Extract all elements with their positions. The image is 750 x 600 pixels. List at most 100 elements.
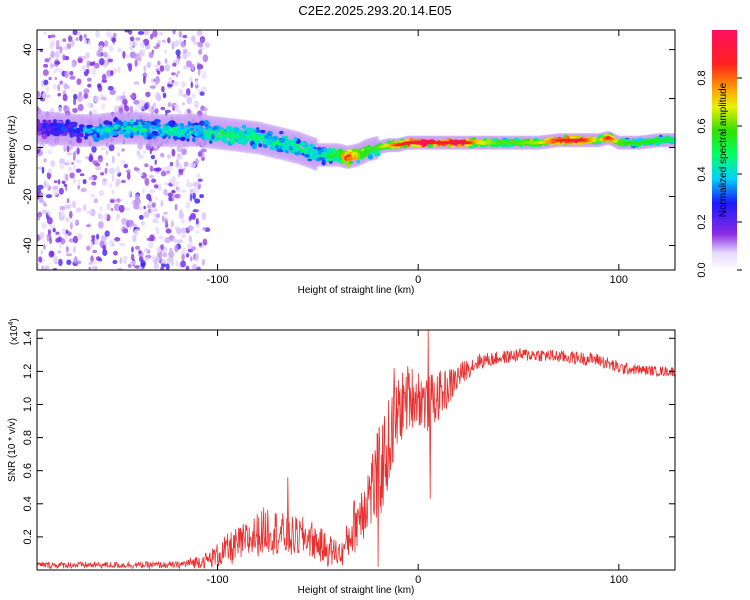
noise-speckle [161, 258, 166, 265]
noise-speckle [116, 213, 120, 220]
noise-speckle [142, 76, 146, 84]
noise-speckle [43, 203, 48, 207]
noise-speckle [59, 80, 63, 85]
noise-speckle [186, 96, 193, 105]
noise-speckle [174, 193, 181, 199]
noise-speckle [129, 105, 134, 114]
noise-speckle [92, 108, 98, 116]
noise-speckle [195, 230, 200, 234]
noise-speckle [104, 230, 110, 237]
noise-speckle [155, 213, 161, 219]
ridge-cell [409, 143, 417, 147]
ridge-cell [142, 131, 147, 138]
noise-speckle [57, 250, 62, 254]
spectrogram-panel: -100 0 100 -40 -20 0 20 40 Height of straight l… [7, 29, 676, 296]
noise-speckle [68, 203, 72, 209]
noise-speckle [129, 260, 136, 266]
noise-speckle [72, 108, 78, 113]
noise-speckle [55, 39, 60, 48]
noise-speckle [68, 35, 72, 42]
noise-speckle [121, 148, 125, 152]
ridge-cell [269, 145, 276, 150]
noise-speckle [62, 227, 66, 233]
noise-speckle [177, 173, 181, 177]
noise-speckle [196, 173, 201, 179]
noise-speckle [180, 81, 187, 88]
spectrogram-frame [36, 29, 676, 271]
spectrogram-xlabel: Height of straight line (km) [298, 285, 415, 296]
noise-speckle [59, 205, 66, 211]
noise-speckle [181, 233, 186, 239]
spectrogram-xtick-label: -100 [207, 274, 229, 286]
noise-speckle [140, 41, 145, 49]
noise-speckle [164, 236, 171, 244]
noise-speckle [45, 85, 49, 93]
noise-speckle [65, 229, 69, 234]
noise-speckle [181, 253, 185, 261]
ridge-cell [151, 125, 157, 130]
noise-speckle [178, 212, 185, 220]
ridge-cell [193, 132, 199, 137]
noise-speckle [143, 211, 150, 219]
noise-speckle [82, 179, 87, 185]
ridge-cell [240, 139, 248, 145]
ridge-cell [153, 119, 161, 124]
noise-speckle [197, 68, 201, 76]
noise-speckle [117, 152, 120, 157]
noise-speckle [149, 189, 156, 194]
ridge-cell [68, 124, 72, 128]
ridge-cell [207, 128, 213, 134]
noise-speckle [195, 218, 199, 225]
ridge-cell [203, 120, 209, 124]
noise-speckle [172, 62, 177, 67]
colorbar-tick-label: 0.6 [696, 118, 708, 133]
noise-speckle [180, 41, 187, 48]
ridge-cell [169, 133, 175, 136]
noise-speckle [73, 150, 77, 157]
noise-speckle [94, 62, 100, 69]
noise-speckle [112, 155, 115, 164]
noise-speckle [113, 250, 118, 256]
ridge-cell [225, 126, 233, 132]
noise-speckle [66, 253, 73, 257]
noise-speckle [73, 93, 78, 100]
noise-speckle [132, 235, 137, 242]
ridge-cell [132, 122, 139, 126]
ridge-cell [238, 136, 244, 141]
ridge-cell [220, 136, 226, 142]
ridge-cell [123, 133, 131, 138]
ridge-cell [180, 129, 184, 135]
noise-speckle [69, 146, 73, 150]
ridge-cell [212, 126, 218, 130]
noise-speckle [102, 178, 108, 182]
noise-speckle [201, 157, 205, 161]
snr-multiplier-exp: 4 [8, 322, 15, 326]
noise-speckle [97, 85, 103, 92]
noise-speckle [43, 31, 48, 35]
ridge-cell [353, 155, 358, 160]
noise-speckle [54, 76, 58, 81]
noise-speckle [202, 227, 206, 231]
noise-speckle [144, 257, 149, 261]
noise-speckle [55, 231, 60, 235]
noise-speckle [161, 86, 165, 93]
noise-speckle [194, 253, 199, 261]
snr-ytick-label: 0.6 [22, 463, 34, 478]
noise-speckle [193, 181, 199, 187]
noise-speckle [189, 193, 193, 202]
noise-speckle [92, 61, 96, 65]
noise-speckle [122, 50, 126, 59]
noise-speckle [108, 45, 114, 52]
noise-speckle [113, 203, 121, 212]
noise-speckle [71, 61, 76, 68]
noise-speckle [50, 34, 56, 38]
noise-speckle [66, 245, 69, 254]
noise-speckle [175, 49, 181, 56]
noise-speckle [154, 159, 157, 165]
noise-speckle [147, 208, 152, 213]
noise-speckle [58, 258, 63, 267]
noise-speckle [151, 146, 154, 152]
noise-speckle [160, 200, 164, 208]
noise-speckle [50, 50, 55, 59]
noise-speckle [48, 57, 52, 61]
